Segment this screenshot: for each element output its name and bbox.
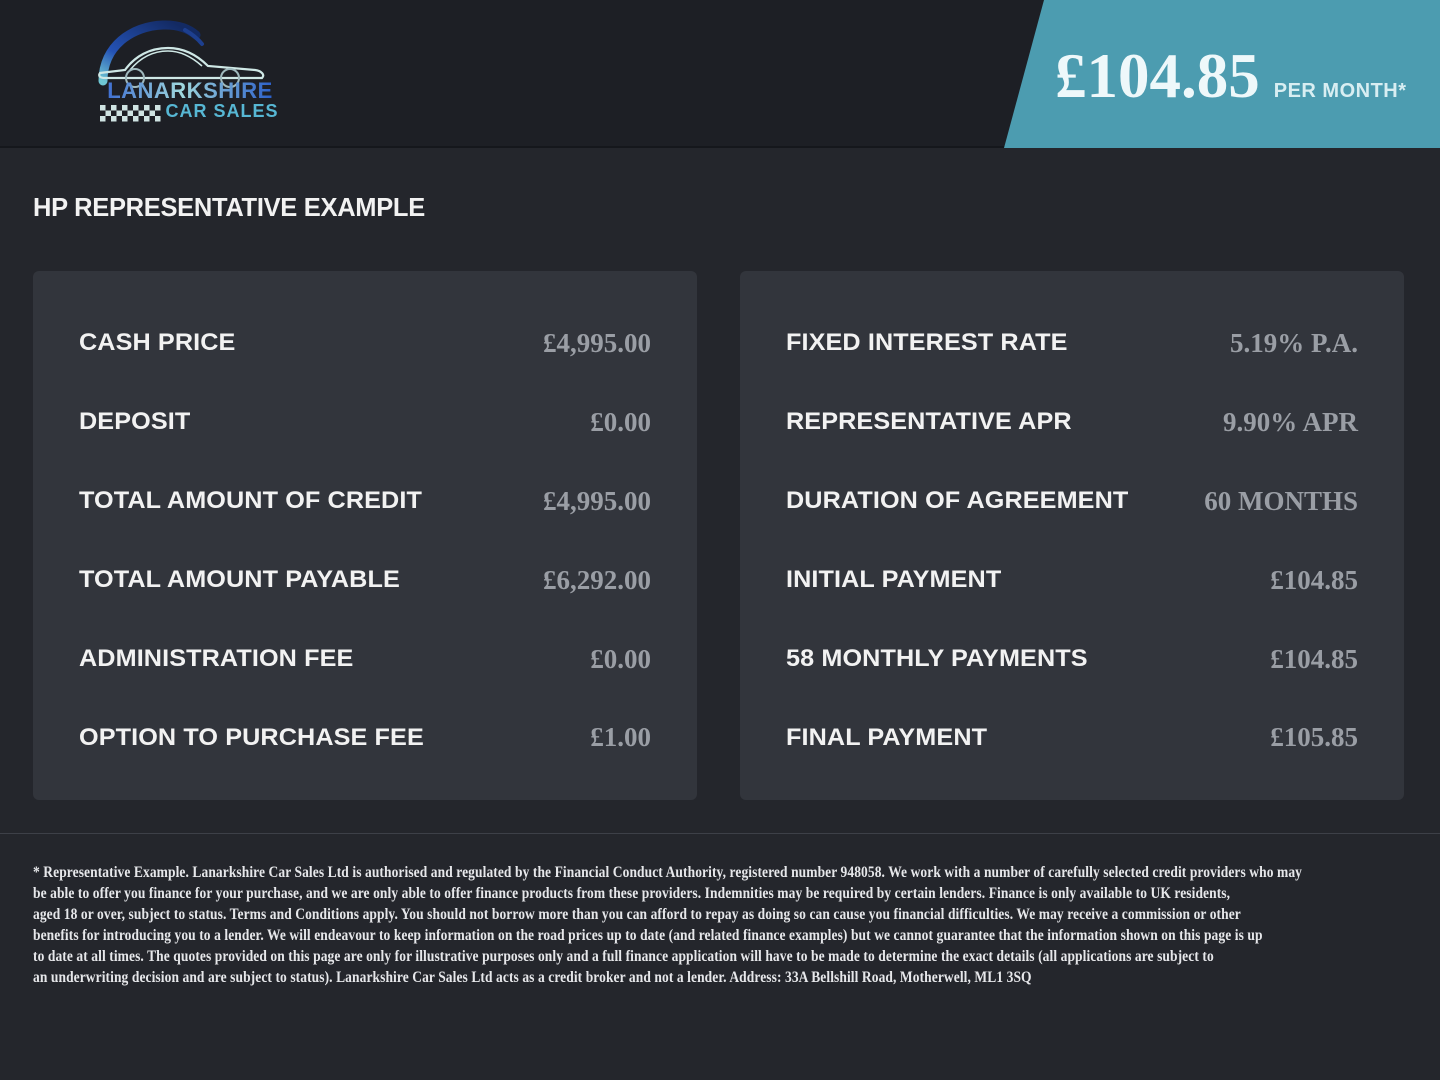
svg-text:CAR SALES: CAR SALES <box>165 101 278 121</box>
svg-text:LANARKSHIRE: LANARKSHIRE <box>107 78 273 103</box>
